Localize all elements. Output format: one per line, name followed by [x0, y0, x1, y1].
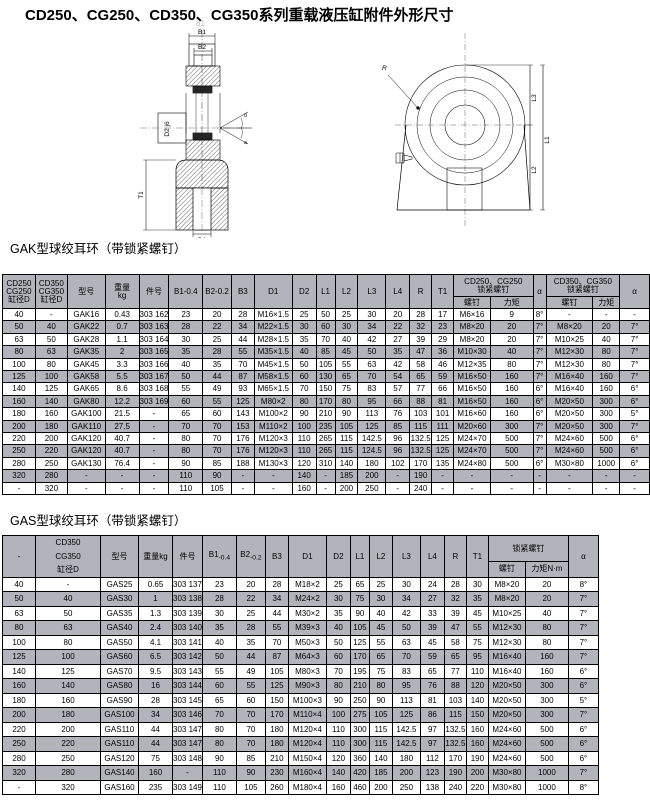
svg-text:R: R [382, 65, 387, 72]
svg-text:L1: L1 [544, 136, 551, 144]
svg-text:L3: L3 [531, 94, 538, 102]
svg-text:B1: B1 [198, 29, 206, 36]
svg-text:D2 j6: D2 j6 [164, 121, 171, 137]
svg-text:D1: D1 [198, 237, 207, 238]
svg-text:L2: L2 [531, 166, 538, 174]
svg-text:T1: T1 [138, 191, 145, 199]
svg-text:a: a [244, 140, 248, 146]
svg-text:B2: B2 [198, 44, 206, 51]
svg-text:0: 0 [244, 113, 247, 119]
